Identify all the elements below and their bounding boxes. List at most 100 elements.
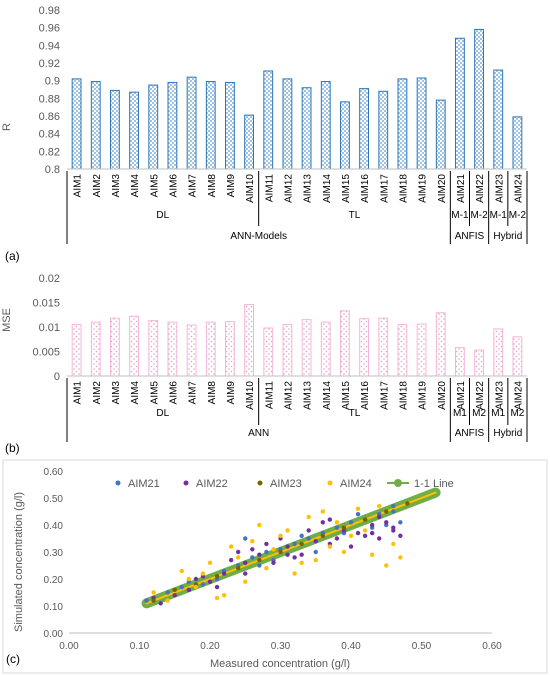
a-group-label: M-2 [509, 210, 527, 221]
b-category-label: AIM1 [73, 381, 84, 405]
panel-c-point-aim21 [243, 536, 248, 541]
panel-c-point-aim22 [193, 576, 199, 582]
panel-c-point-aim24 [391, 541, 396, 547]
panel-c-label: (c) [6, 652, 20, 666]
b-group-label: M1 [453, 408, 467, 419]
b-bar [282, 324, 293, 377]
b-group-label: M2 [472, 408, 486, 419]
panel-c-point-aim24 [306, 514, 311, 520]
panel-b-ylabel: MSE [1, 308, 13, 332]
a-category-label: AIM1 [73, 174, 84, 198]
panel-c-point-aim21 [250, 555, 255, 560]
a-bar [416, 77, 427, 170]
b-category-label: AIM15 [341, 381, 352, 410]
b-category-label: AIM19 [418, 381, 429, 410]
panel-b-label: (b) [5, 441, 20, 455]
a-category-label: AIM11 [264, 174, 275, 203]
a-category-label: AIM20 [437, 174, 448, 203]
a-ytick-label: 0.8 [45, 164, 60, 176]
panel-c-point-aim23 [299, 541, 304, 547]
b-category-label: AIM6 [168, 381, 179, 405]
panel-c-point-aim23 [362, 517, 368, 522]
panel-c-point-aim22 [369, 530, 375, 536]
panel-c-point-aim22 [285, 552, 290, 557]
panel-b-group-rows: DL TL M1 M2 M1 M2 ANN ANFIS Hybrid [66, 378, 528, 442]
b-bar [474, 349, 484, 377]
b-group-label: DL [156, 408, 169, 419]
panel-c-legend-marker [394, 479, 402, 487]
a-category-label: AIM16 [360, 174, 371, 203]
a-bar [493, 69, 504, 170]
b-category-label: AIM5 [149, 381, 160, 405]
b-bar [167, 321, 178, 377]
a-bar [129, 91, 139, 170]
b-bar [320, 321, 331, 377]
a-bar [397, 78, 408, 170]
panel-c-point-aim21 [391, 503, 396, 509]
panel-c-point-aim21 [306, 536, 311, 541]
panel-c-point-aim22 [355, 530, 361, 536]
panel-c-point-aim22 [243, 571, 248, 576]
panel-c-point-aim21 [292, 541, 297, 547]
panel-c-point-aim22 [306, 528, 311, 533]
a-bar [359, 88, 369, 170]
a-category-label: AIM19 [418, 174, 429, 203]
panel-c-point-aim22 [250, 547, 255, 552]
panel-c-ytick-label: 0.00 [44, 629, 64, 640]
panel-a-category-labels: AIM1 AIM2 AIM3 AIM4 AIM5 AIM6 AIM7 AIM8 AIM9 AIM1… [73, 174, 525, 203]
a-category-label: AIM17 [379, 174, 390, 203]
panel-c-point-aim22 [228, 557, 234, 563]
a-category-label: AIM14 [322, 174, 333, 203]
panel-c-legend-label: AIM22 [196, 478, 228, 490]
panel-c-point-aim21 [264, 549, 269, 555]
panel-c-point-aim24 [348, 533, 354, 538]
panel-c-point-aim24 [214, 595, 220, 601]
panel-c-point-aim21 [179, 584, 184, 590]
a-bar [186, 76, 197, 170]
panel-c-xtick-label: 0.10 [130, 641, 150, 652]
b-bar [455, 347, 465, 377]
panel-c-point-aim22 [214, 584, 220, 590]
a-category-label: AIM22 [475, 174, 486, 203]
panel-c-point-aim22 [377, 514, 382, 520]
panel-c-xtick-label: 0.50 [412, 641, 432, 652]
panel-a-ylabel: R [1, 123, 13, 131]
panel-c-point-aim22 [207, 579, 213, 584]
b-category-label: AIM4 [130, 381, 141, 405]
b-category-label: AIM22 [475, 381, 486, 410]
panel-c-point-aim22 [362, 533, 368, 538]
b-bar [90, 321, 101, 377]
panel-c-point-aim23 [405, 501, 410, 506]
panel-c-ytick-label: 0.50 [44, 494, 64, 505]
a-bar [320, 81, 331, 170]
b-bar [359, 318, 369, 377]
a-category-label: AIM21 [456, 174, 467, 203]
b-bar [435, 312, 446, 377]
panel-c-point-aim21 [313, 549, 318, 555]
b-category-label: AIM18 [398, 381, 409, 410]
a-bar [301, 87, 312, 170]
a-bar [435, 99, 446, 170]
a-group-label: M-1 [451, 210, 469, 221]
a-category-label: AIM5 [149, 174, 160, 198]
b-bar [205, 321, 216, 377]
a-category-label: AIM6 [168, 174, 179, 198]
panel-b: 0 0.005 0.01 0.015 0.02 MSE AIM1 AIM2 AIM3 AIM4… [1, 273, 528, 455]
panel-c-point-aim24 [221, 593, 227, 598]
a-ytick-label: 0.86 [39, 111, 60, 123]
a-bar [378, 90, 389, 170]
b-category-label: AIM11 [264, 381, 275, 410]
a-category-label: AIM12 [283, 174, 294, 203]
panel-c-point-aim23 [278, 549, 283, 555]
b-category-label: AIM3 [111, 381, 122, 405]
a-ytick-label: 0.94 [39, 40, 60, 52]
b-ytick-label: 0 [54, 371, 60, 383]
b-bar [301, 319, 312, 377]
panel-c-point-aim23 [257, 557, 262, 563]
a-category-label: AIM3 [111, 174, 122, 198]
a-bar [71, 78, 82, 170]
panel-c-xtick-label: 0.30 [271, 641, 291, 652]
b-group-label: M1 [491, 408, 505, 419]
panel-c-point-aim21 [165, 590, 170, 595]
panel-c-point-aim24 [243, 579, 248, 584]
